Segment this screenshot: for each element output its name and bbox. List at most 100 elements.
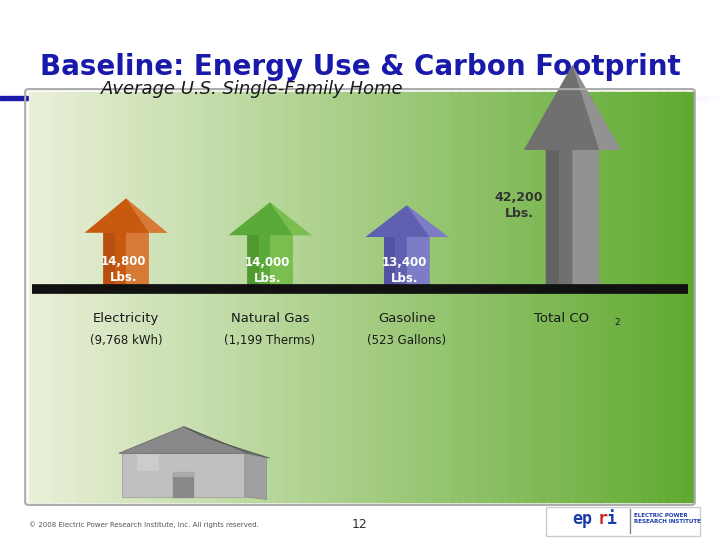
- Bar: [78, 92, 89, 502]
- Bar: [624, 96, 636, 100]
- Bar: [45, 92, 55, 502]
- Bar: [456, 96, 468, 100]
- Text: © 2008 Electric Power Research Institute, Inc. All rights reserved.: © 2008 Electric Power Research Institute…: [29, 522, 258, 528]
- Bar: [634, 92, 643, 502]
- Bar: [211, 92, 221, 502]
- Bar: [372, 96, 384, 100]
- Bar: [444, 96, 456, 100]
- Bar: [368, 92, 378, 502]
- Bar: [203, 92, 212, 502]
- Bar: [612, 96, 624, 100]
- Bar: [173, 472, 193, 476]
- Bar: [144, 96, 156, 100]
- FancyBboxPatch shape: [546, 507, 700, 536]
- Bar: [526, 92, 535, 502]
- Bar: [252, 96, 264, 100]
- Text: (1,199 Therms): (1,199 Therms): [225, 334, 315, 347]
- Bar: [402, 92, 411, 502]
- Bar: [204, 96, 216, 100]
- Bar: [277, 92, 287, 502]
- Bar: [170, 92, 179, 502]
- Bar: [310, 92, 320, 502]
- Polygon shape: [524, 65, 621, 289]
- Bar: [492, 96, 504, 100]
- Bar: [12, 96, 24, 100]
- Bar: [168, 96, 180, 100]
- Bar: [319, 92, 328, 502]
- Bar: [542, 92, 552, 502]
- Bar: [432, 96, 444, 100]
- Polygon shape: [572, 65, 621, 289]
- Bar: [71, 92, 80, 502]
- Bar: [264, 96, 276, 100]
- Bar: [156, 96, 168, 100]
- Bar: [516, 96, 528, 100]
- Text: 42,200
Lbs.: 42,200 Lbs.: [495, 191, 543, 220]
- Bar: [625, 92, 635, 502]
- Bar: [180, 96, 192, 100]
- Bar: [186, 92, 196, 502]
- Bar: [244, 92, 254, 502]
- Bar: [377, 92, 386, 502]
- Bar: [667, 92, 676, 502]
- Bar: [104, 92, 113, 502]
- Bar: [120, 92, 130, 502]
- Bar: [120, 96, 132, 100]
- Text: ELECTRIC POWER: ELECTRIC POWER: [634, 512, 687, 518]
- Bar: [240, 96, 252, 100]
- Polygon shape: [122, 453, 245, 497]
- Bar: [336, 92, 345, 502]
- Bar: [559, 92, 569, 502]
- Bar: [312, 96, 324, 100]
- Text: 13,400
Lbs.: 13,400 Lbs.: [382, 256, 427, 285]
- Bar: [95, 92, 105, 502]
- Bar: [324, 96, 336, 100]
- Bar: [476, 92, 486, 502]
- Bar: [588, 96, 600, 100]
- Bar: [575, 92, 585, 502]
- Bar: [96, 96, 108, 100]
- Bar: [683, 92, 693, 502]
- Bar: [435, 92, 444, 502]
- Text: ep: ep: [572, 510, 593, 529]
- Bar: [288, 96, 300, 100]
- Bar: [192, 96, 204, 100]
- Bar: [410, 92, 419, 502]
- Bar: [173, 472, 193, 497]
- Polygon shape: [119, 427, 248, 453]
- Bar: [137, 454, 158, 470]
- Bar: [636, 96, 648, 100]
- Bar: [86, 92, 96, 502]
- Text: Average U.S. Single-Family Home: Average U.S. Single-Family Home: [101, 80, 403, 98]
- Text: Gasoline: Gasoline: [378, 312, 436, 325]
- Bar: [696, 96, 708, 100]
- Bar: [132, 96, 144, 100]
- Bar: [302, 92, 312, 502]
- Bar: [617, 92, 626, 502]
- Bar: [384, 96, 396, 100]
- Text: 2: 2: [614, 319, 620, 327]
- Bar: [675, 92, 684, 502]
- Bar: [285, 92, 295, 502]
- Polygon shape: [245, 453, 266, 500]
- Text: (523 Gallons): (523 Gallons): [367, 334, 446, 347]
- Bar: [343, 92, 354, 502]
- Polygon shape: [407, 205, 448, 289]
- Bar: [269, 92, 279, 502]
- Polygon shape: [126, 198, 167, 289]
- Text: i: i: [607, 510, 617, 529]
- Bar: [137, 92, 146, 502]
- Bar: [384, 92, 395, 502]
- Text: Baseline: Energy Use & Carbon Footprint: Baseline: Energy Use & Carbon Footprint: [40, 53, 680, 81]
- Text: 12: 12: [352, 518, 368, 531]
- Text: 14,800
Lbs.: 14,800 Lbs.: [101, 255, 146, 284]
- Bar: [552, 96, 564, 100]
- Bar: [112, 92, 121, 502]
- Bar: [0, 0, 720, 97]
- Bar: [153, 92, 163, 502]
- Bar: [660, 96, 672, 100]
- Bar: [600, 96, 612, 100]
- Bar: [584, 92, 593, 502]
- Bar: [567, 92, 577, 502]
- Polygon shape: [247, 235, 258, 289]
